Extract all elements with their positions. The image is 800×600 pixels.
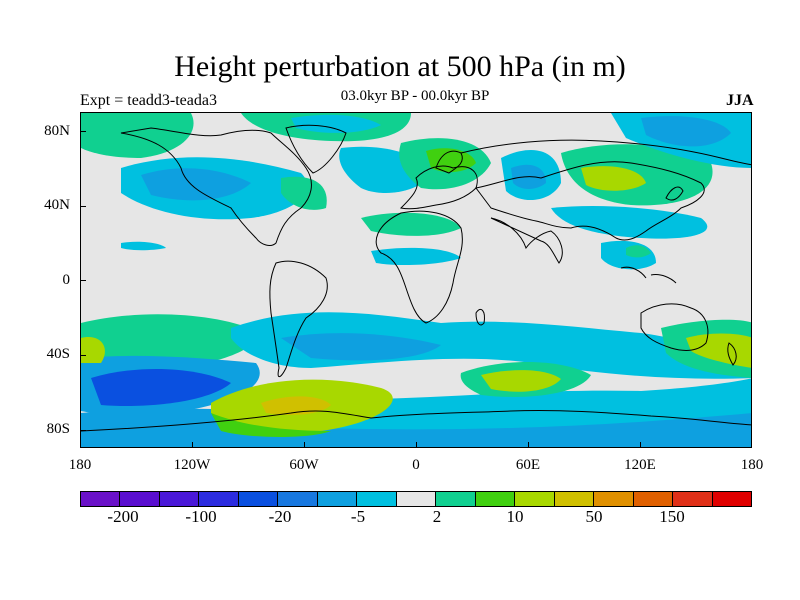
colorbar-box-6 <box>317 492 358 506</box>
map-frame <box>80 112 752 448</box>
tick-left-80n <box>80 131 86 132</box>
tick-left-40s <box>80 355 86 356</box>
colorbar-label-2: 2 <box>432 507 442 526</box>
tick-left-40n <box>80 206 86 207</box>
lon-label-120e: 120E <box>624 457 656 473</box>
colorbar-label-150: 150 <box>659 507 685 526</box>
tick-bottom-0 <box>416 442 417 448</box>
lat-label-80n: 80N <box>44 123 70 139</box>
colorbar-label-minus200: -200 <box>107 507 139 526</box>
contour-blue-north-america <box>141 168 251 201</box>
lon-label-60e: 60E <box>515 457 541 473</box>
colorbar-box-11 <box>515 492 555 506</box>
colorbar-box-4 <box>238 492 279 506</box>
contour-cyan-arctic <box>291 114 381 133</box>
colorbar-label-minus20: -20 <box>268 507 292 526</box>
coastline-antarctica <box>81 409 751 432</box>
tick-left-0 <box>80 280 86 281</box>
colorbar-box-0 <box>81 492 121 506</box>
lon-label-180e: 180 <box>740 457 764 473</box>
lon-label-60w: 60W <box>289 457 319 473</box>
coastline-asia <box>475 161 705 241</box>
contour-lime-indian-ocean <box>481 370 561 392</box>
coastline-siberia-north <box>460 139 751 166</box>
contour-cyan-equatorial-atlantic <box>371 247 461 266</box>
coastline-australia <box>640 303 709 351</box>
colorbar <box>80 491 752 507</box>
colorbar-label-minus5: -5 <box>350 507 366 526</box>
contour-cyan-southern-band <box>311 378 751 430</box>
contour-cyan-asia-mid <box>551 206 708 239</box>
contour-green-north-atlantic-west <box>281 176 327 210</box>
coastline-europe <box>399 165 478 210</box>
lat-label-40n: 40N <box>44 197 70 213</box>
colorbar-box-3 <box>199 492 239 506</box>
colorbar-box-9 <box>436 492 476 506</box>
contour-cyan-south-belt <box>231 312 751 379</box>
coastline-japan <box>665 186 684 201</box>
lat-label-40s: 40S <box>46 346 70 362</box>
colorbar-label-10: 10 <box>506 507 524 526</box>
tick-bottom-120w <box>192 442 193 448</box>
colorbar-box-2 <box>159 492 200 506</box>
coastline-arabia-india <box>490 217 563 264</box>
colorbar-box-8 <box>396 492 437 506</box>
contour-green-west-pacific <box>626 245 651 258</box>
colorbar-box-15 <box>673 492 713 506</box>
lat-label-0: 0 <box>62 272 71 288</box>
lon-label-120w: 120W <box>173 457 211 473</box>
experiment-label: Expt = teadd3-teada3 <box>80 92 217 109</box>
coastlines <box>81 124 751 432</box>
map-subtitle: 03.0kyr BP - 00.0kyr BP <box>340 88 490 104</box>
contour-green-west-europe-mid <box>361 212 461 236</box>
contour-lime-tasman <box>686 333 751 368</box>
lon-label-0: 0 <box>412 457 420 473</box>
contour-cyan-east-pacific <box>121 241 166 251</box>
colorbar-box-16 <box>712 492 751 506</box>
contour-deepblue-south-pacific <box>91 368 231 407</box>
tick-bottom-60w <box>304 442 305 448</box>
contour-fields <box>81 113 751 447</box>
colorbar-box-13 <box>594 492 634 506</box>
contour-green-northeast-pacific <box>81 113 194 158</box>
colorbar-box-10 <box>475 492 516 506</box>
colorbar-label-50: 50 <box>585 507 603 526</box>
contour-lightgreen-south-atlantic <box>211 413 331 437</box>
contour-blue-south-belt <box>281 333 441 361</box>
coastline-indonesia <box>620 266 677 284</box>
tick-left-80s <box>80 430 86 431</box>
lat-label-80s: 80S <box>46 421 70 437</box>
colorbar-label-minus100: -100 <box>185 507 217 526</box>
coastline-madagascar <box>475 308 485 326</box>
season-label: JJA <box>726 92 754 109</box>
coastline-africa <box>375 210 463 324</box>
colorbar-box-14 <box>633 492 674 506</box>
height-anomaly-map <box>81 113 751 447</box>
lon-label-180w: 180 <box>68 457 92 473</box>
coastline-new-zealand <box>727 342 737 366</box>
colorbar-box-5 <box>278 492 318 506</box>
contour-yellow-south-atlantic <box>261 396 331 415</box>
colorbar-box-7 <box>357 492 397 506</box>
contour-lime-east-asia <box>581 166 646 191</box>
coastline-north-america <box>120 127 312 246</box>
coastline-south-america <box>269 260 328 378</box>
map-title: Height perturbation at 500 hPa (in m) <box>174 50 626 83</box>
colorbar-box-12 <box>554 492 595 506</box>
coastline-greenland <box>285 124 347 174</box>
tick-bottom-120e <box>640 442 641 448</box>
contour-blue-north-pacific <box>641 116 731 147</box>
tick-bottom-60e <box>528 442 529 448</box>
colorbar-box-1 <box>120 492 160 506</box>
contour-lime-sw <box>81 337 105 363</box>
